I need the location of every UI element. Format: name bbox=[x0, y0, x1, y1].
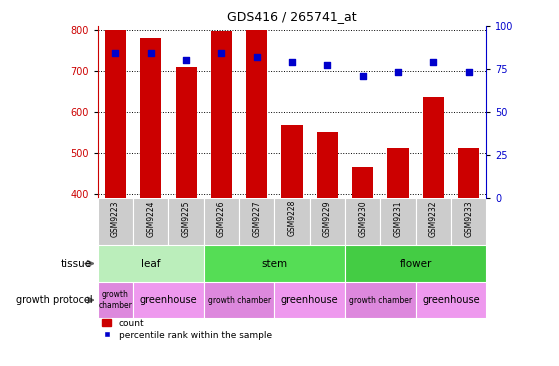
Text: GSM9225: GSM9225 bbox=[182, 200, 191, 236]
Bar bbox=[98, 282, 133, 318]
Point bbox=[323, 62, 332, 68]
Point bbox=[464, 69, 473, 75]
Bar bbox=[416, 282, 486, 318]
Bar bbox=[282, 125, 302, 198]
Bar bbox=[317, 132, 338, 198]
Point bbox=[182, 57, 191, 63]
Text: GSM9231: GSM9231 bbox=[394, 200, 402, 236]
Text: tissue: tissue bbox=[61, 258, 92, 269]
Bar bbox=[176, 67, 197, 198]
Text: GSM9233: GSM9233 bbox=[464, 200, 473, 237]
Text: growth chamber: growth chamber bbox=[349, 296, 412, 305]
Bar bbox=[458, 149, 479, 198]
Point bbox=[217, 50, 226, 56]
Bar bbox=[345, 245, 486, 282]
Point bbox=[111, 50, 120, 56]
Text: GSM9228: GSM9228 bbox=[287, 200, 297, 236]
Text: GSM9224: GSM9224 bbox=[146, 200, 155, 236]
Bar bbox=[140, 38, 162, 198]
Bar bbox=[168, 198, 204, 245]
Text: leaf: leaf bbox=[141, 258, 160, 269]
Bar bbox=[352, 167, 373, 198]
Bar bbox=[204, 198, 239, 245]
Text: stem: stem bbox=[262, 258, 287, 269]
Bar bbox=[380, 198, 416, 245]
Text: GSM9223: GSM9223 bbox=[111, 200, 120, 236]
Point bbox=[287, 59, 296, 65]
Point bbox=[146, 50, 155, 56]
Bar bbox=[387, 149, 409, 198]
Bar bbox=[98, 198, 133, 245]
Bar bbox=[416, 198, 451, 245]
Text: GSM9229: GSM9229 bbox=[323, 200, 332, 236]
Bar bbox=[133, 198, 168, 245]
Text: GSM9232: GSM9232 bbox=[429, 200, 438, 236]
Bar bbox=[211, 30, 232, 198]
Bar bbox=[246, 30, 267, 198]
Text: flower: flower bbox=[400, 258, 432, 269]
Point bbox=[394, 69, 402, 75]
Bar bbox=[423, 97, 444, 198]
Bar bbox=[105, 30, 126, 198]
Title: GDS416 / 265741_at: GDS416 / 265741_at bbox=[228, 10, 357, 23]
Bar bbox=[345, 198, 380, 245]
Bar bbox=[310, 198, 345, 245]
Text: GSM9227: GSM9227 bbox=[252, 200, 261, 236]
Bar bbox=[345, 282, 416, 318]
Bar bbox=[204, 282, 274, 318]
Text: GSM9226: GSM9226 bbox=[217, 200, 226, 236]
Point bbox=[358, 72, 367, 78]
Legend: count, percentile rank within the sample: count, percentile rank within the sample bbox=[102, 319, 272, 340]
Text: GSM9230: GSM9230 bbox=[358, 200, 367, 237]
Bar bbox=[204, 245, 345, 282]
Bar bbox=[133, 282, 204, 318]
Point bbox=[252, 54, 261, 60]
Text: growth chamber: growth chamber bbox=[207, 296, 271, 305]
Bar bbox=[274, 198, 310, 245]
Text: greenhouse: greenhouse bbox=[140, 295, 197, 305]
Point bbox=[429, 59, 438, 65]
Bar bbox=[239, 198, 274, 245]
Text: growth
chamber: growth chamber bbox=[98, 290, 132, 310]
Text: greenhouse: greenhouse bbox=[281, 295, 339, 305]
Bar bbox=[98, 245, 204, 282]
Text: growth protocol: growth protocol bbox=[16, 295, 92, 305]
Bar bbox=[274, 282, 345, 318]
Bar bbox=[451, 198, 486, 245]
Text: greenhouse: greenhouse bbox=[422, 295, 480, 305]
